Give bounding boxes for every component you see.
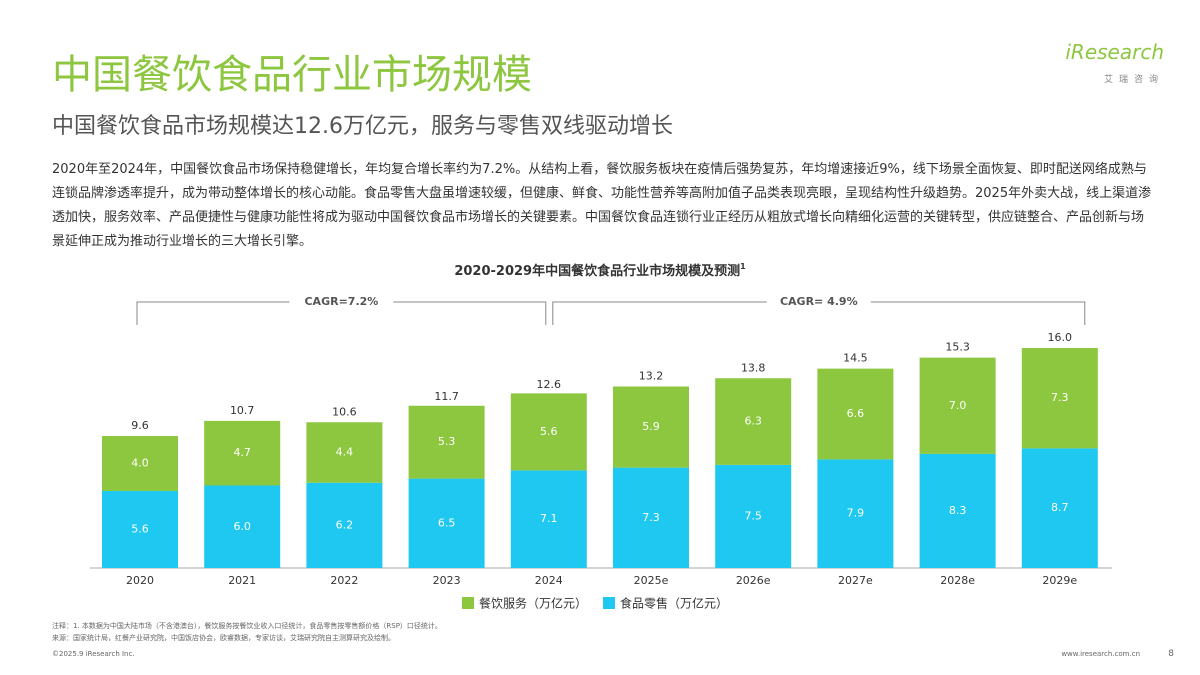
- bar-segment: [1021, 448, 1098, 568]
- logo: iResearch: [1065, 40, 1164, 64]
- url: www.iresearch.com.cn: [1061, 650, 1140, 658]
- bar-segment: [919, 357, 996, 454]
- value-label: 5.3: [438, 435, 456, 448]
- x-tick-label: 2022: [330, 574, 358, 587]
- value-label: 4.0: [131, 457, 149, 470]
- value-label: 7.3: [1051, 391, 1069, 404]
- x-tick-label: 2029e: [1042, 574, 1077, 587]
- chart-title-text: 2020-2029年中国餐饮食品行业市场规模及预测: [454, 263, 740, 279]
- bar-segment: [613, 467, 689, 568]
- cagr-label: CAGR= 4.9%: [780, 295, 858, 308]
- legend-swatch: [603, 597, 616, 609]
- cagr-bracket: [552, 301, 1086, 325]
- value-label: 7.1: [540, 512, 558, 525]
- value-label: 8.7: [1051, 501, 1069, 514]
- total-label: 15.3: [945, 341, 970, 354]
- bar-segment: [510, 393, 587, 471]
- source: 来源：国家统计局，红餐产业研究院，中国饭店协会，欧睿数据，专家访谈，艾瑞研究院自…: [52, 634, 395, 642]
- value-label: 7.5: [744, 509, 762, 522]
- bar-segment: [306, 422, 383, 483]
- value-label: 7.3: [642, 511, 660, 524]
- total-label: 13.2: [639, 370, 664, 383]
- bar-segment: [715, 464, 792, 568]
- x-tick-label: 2021: [228, 574, 256, 587]
- bar-segment: [102, 491, 178, 568]
- total-label: 10.7: [230, 404, 255, 417]
- footnote: 注释：1. 本数据为中国大陆市场（不含港澳台），餐饮服务按餐饮业收入口径统计，食…: [52, 622, 442, 630]
- total-label: 16.0: [1048, 331, 1073, 344]
- page-number: 8: [1168, 649, 1174, 659]
- bar-segment: [510, 470, 587, 568]
- value-label: 6.2: [336, 518, 354, 531]
- value-label: 6.6: [847, 407, 865, 420]
- value-label: 6.0: [233, 520, 251, 533]
- cagr-bracket: [136, 301, 547, 325]
- bar-segment: [817, 368, 894, 460]
- legend-label: 餐饮服务（万亿元）: [479, 596, 587, 611]
- bar-segment: [204, 485, 281, 568]
- x-tick-label: 2025e: [634, 574, 669, 587]
- value-label: 8.3: [949, 504, 967, 517]
- bar-segment: [919, 453, 996, 568]
- value-label: 7.9: [847, 507, 865, 520]
- bar-segment: [306, 482, 383, 568]
- value-label: 7.0: [949, 399, 967, 412]
- total-label: 12.6: [537, 378, 562, 391]
- chart-title: 2020-2029年中国餐饮食品行业市场规模及预测1: [454, 262, 746, 279]
- slide-subtitle: 中国餐饮食品市场规模达12.6万亿元，服务与零售双线驱动增长: [52, 114, 673, 139]
- total-label: 13.8: [741, 361, 766, 374]
- bar-segment: [613, 386, 689, 468]
- bar-segment: [408, 405, 485, 479]
- value-label: 5.6: [131, 523, 149, 536]
- total-label: 9.6: [131, 419, 149, 432]
- bar-segment: [204, 420, 281, 486]
- copyright: ©2025.9 iResearch Inc.: [52, 650, 135, 658]
- body-text: 2020年至2024年，中国餐饮食品市场保持稳健增长，年均复合增长率约为7.2%…: [52, 162, 1152, 249]
- value-label: 6.5: [438, 516, 456, 529]
- bar-segment: [1021, 348, 1098, 449]
- value-label: 5.6: [540, 425, 558, 438]
- x-tick-label: 2024: [535, 574, 563, 587]
- value-label: 5.9: [642, 420, 660, 433]
- cagr-label: CAGR=7.2%: [304, 295, 378, 308]
- x-tick-label: 2020: [126, 574, 154, 587]
- bar-segment: [715, 378, 792, 465]
- value-label: 4.7: [233, 446, 251, 459]
- bar-segment: [102, 436, 178, 491]
- total-label: 11.7: [434, 390, 459, 403]
- slide-title: 中国餐饮食品行业市场规模: [52, 52, 532, 98]
- value-label: 6.3: [744, 415, 762, 428]
- bar-segment: [817, 459, 894, 568]
- x-tick-label: 2023: [433, 574, 461, 587]
- total-label: 14.5: [843, 352, 868, 365]
- x-tick-label: 2028e: [940, 574, 975, 587]
- logo-subtitle: 艾瑞咨询: [1103, 75, 1164, 85]
- legend-swatch: [462, 597, 474, 609]
- x-tick-label: 2027e: [838, 574, 873, 587]
- legend-label: 食品零售（万亿元）: [620, 596, 728, 611]
- bar-segment: [408, 478, 485, 568]
- x-tick-label: 2026e: [736, 574, 771, 587]
- chart-title-note: 1: [740, 262, 746, 271]
- value-label: 4.4: [336, 446, 354, 459]
- total-label: 10.6: [332, 405, 357, 418]
